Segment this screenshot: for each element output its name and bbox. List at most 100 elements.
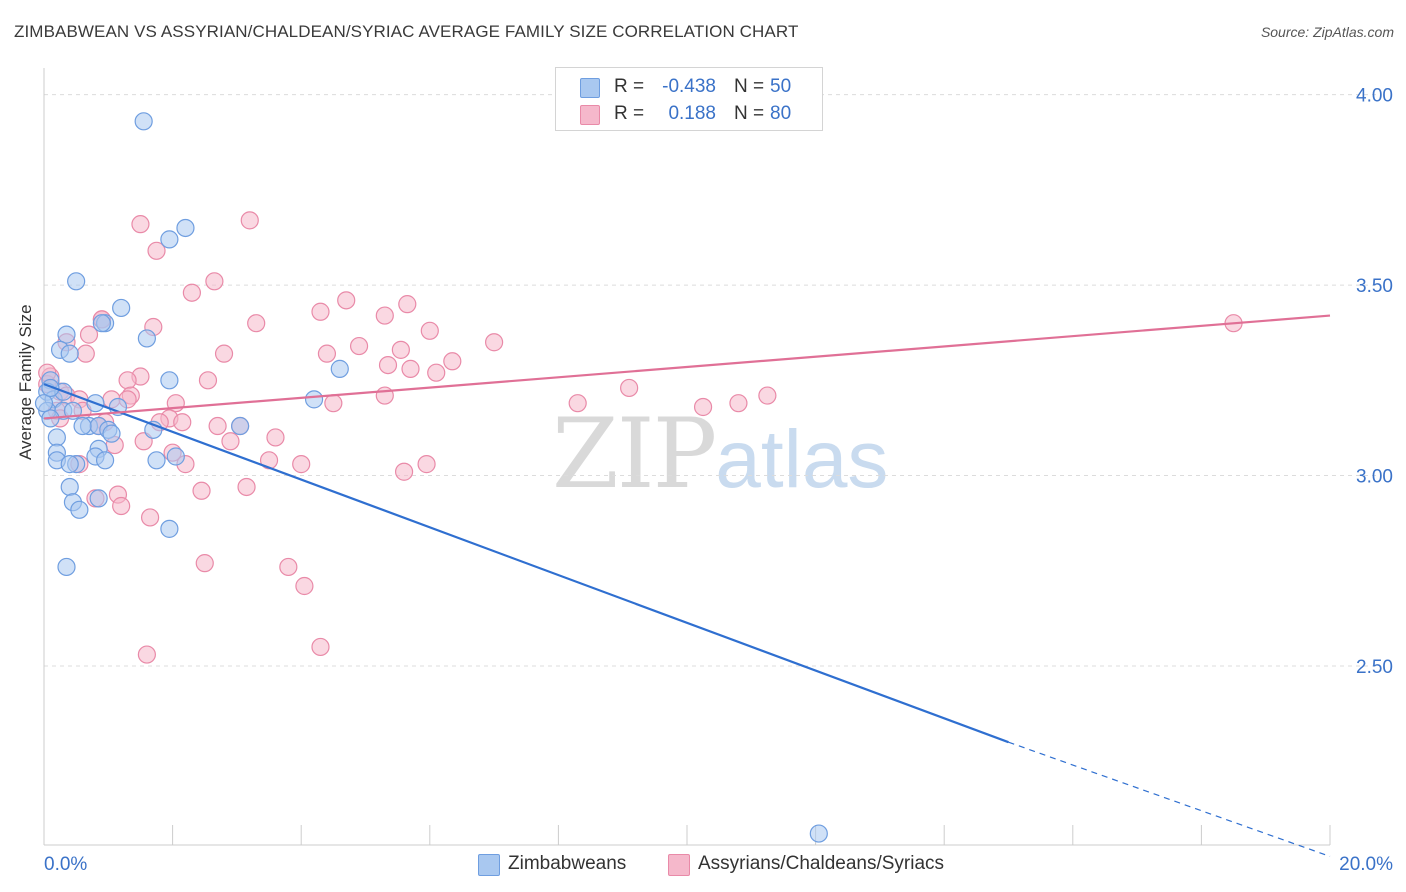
assyrian-point	[205, 272, 224, 291]
zimbabwean-point	[57, 325, 76, 344]
zimbabwean-point	[67, 272, 86, 291]
assyrian-point	[427, 363, 446, 382]
correlation-legend: R = -0.438 N = 50 R = 0.188 N = 80	[555, 67, 823, 131]
assyrian-point	[443, 352, 462, 371]
assyrian-trend-line	[43, 314, 1331, 420]
assyrian-point	[349, 336, 369, 356]
legend-row-assyrians: R = 0.188 N = 80	[556, 101, 822, 127]
zimbabwean-point	[95, 451, 115, 470]
y-tick-label: 3.50	[1356, 276, 1393, 297]
zimbabwean-point	[70, 500, 89, 519]
legend-n-value: 50	[770, 76, 792, 97]
legend-r-value: 0.188	[668, 103, 716, 124]
assyrian-point	[131, 215, 150, 234]
chart-title: ZIMBABWEAN VS ASSYRIAN/CHALDEAN/SYRIAC A…	[14, 22, 799, 41]
zimbabwean-point	[134, 112, 153, 131]
legend-r-value: -0.438	[662, 76, 716, 97]
assyrian-point	[568, 394, 587, 413]
assyrian-point	[391, 340, 410, 359]
legend-label-zimbabweans: Zimbabweans	[508, 853, 627, 874]
zimbabwean-point	[89, 489, 108, 508]
assyrian-point	[221, 432, 240, 451]
assyrian-point	[192, 481, 211, 500]
zimbabwean-point	[176, 218, 195, 238]
legend-r-label: R =	[614, 103, 645, 124]
assyrian-point	[195, 554, 214, 573]
legend-swatch-assyrians	[668, 854, 690, 876]
legend-n-label: N =	[734, 76, 765, 97]
assyrian-point	[337, 291, 356, 310]
legend-swatch-assyrians	[580, 105, 600, 125]
assyrian-point	[240, 211, 259, 230]
y-axis-label: Average Family Size	[16, 304, 35, 460]
assyrian-point	[375, 306, 394, 325]
zimbabwean-point	[60, 344, 79, 363]
zimbabwean-point	[112, 298, 131, 318]
zimbabwean-point	[60, 455, 79, 474]
zimbabwean-point	[47, 428, 66, 447]
assyrian-point	[137, 645, 156, 664]
legend-n-label: N =	[734, 103, 765, 124]
assyrian-point	[112, 496, 131, 516]
assyrian-point	[693, 397, 713, 417]
zimbabwean-point	[809, 824, 828, 843]
y-tick-label: 3.00	[1356, 467, 1393, 488]
zimbabwean-trend-line	[43, 383, 1009, 744]
assyrian-point	[214, 344, 234, 363]
zimbabwean-point	[137, 329, 156, 348]
assyrian-point	[324, 394, 343, 413]
chart-source: Source: ZipAtlas.com	[1260, 24, 1394, 40]
assyrian-point	[758, 386, 777, 405]
zimbabwean-point	[231, 416, 250, 436]
watermark-zip: ZIP	[552, 398, 717, 510]
assyrian-point	[247, 314, 266, 333]
assyrian-point	[317, 344, 337, 363]
zimbabwean-point	[160, 519, 179, 538]
assyrian-point	[729, 394, 748, 413]
zimbabwean-point	[160, 230, 179, 249]
zimbabwean-point	[166, 447, 185, 466]
assyrian-point	[208, 416, 227, 436]
assyrian-point	[79, 325, 99, 344]
assyrian-point	[292, 455, 311, 474]
zimbabwean-point	[160, 371, 179, 390]
zimbabwean-point	[34, 394, 54, 413]
assyrian-point	[398, 295, 417, 314]
zimbabwean-trend-extension	[1008, 741, 1331, 857]
assyrian-point	[182, 283, 201, 302]
assyrian-point	[295, 576, 314, 596]
y-tick-label: 4.00	[1356, 86, 1393, 107]
zimbabwean-point	[102, 424, 121, 443]
zimbabwean-point	[60, 477, 79, 497]
watermark: ZIPatlas	[552, 398, 888, 510]
assyrian-point	[173, 413, 192, 432]
y-tick-label: 2.50	[1356, 657, 1393, 678]
assyrian-point	[237, 477, 256, 497]
series-legend: Zimbabweans Assyrians/Chaldeans/Syriacs	[0, 850, 1406, 878]
x-tick-label: 0.0%	[44, 854, 87, 875]
legend-r-label: R =	[614, 76, 645, 97]
legend-swatch-zimbabweans	[580, 78, 600, 98]
assyrian-point	[401, 359, 420, 378]
watermark-atlas: atlas	[715, 414, 889, 505]
assyrian-point	[378, 355, 398, 375]
assyrian-point	[198, 371, 218, 390]
assyrian-point	[266, 428, 285, 447]
assyrian-point	[140, 508, 160, 527]
assyrian-point	[394, 462, 414, 481]
x-tick-label: 20.0%	[1339, 854, 1393, 875]
zimbabwean-point	[304, 390, 324, 409]
assyrian-point	[147, 241, 166, 260]
legend-swatch-zimbabweans	[478, 854, 500, 876]
zimbabwean-point	[330, 359, 349, 378]
assyrian-point	[118, 371, 137, 390]
assyrian-point	[311, 637, 330, 657]
legend-label-assyrians: Assyrians/Chaldeans/Syriacs	[698, 853, 945, 874]
zimbabwean-point	[73, 416, 92, 436]
assyrian-point	[485, 333, 504, 352]
zimbabwean-point	[92, 314, 111, 333]
legend-row-zimbabweans: R = -0.438 N = 50	[556, 74, 822, 100]
legend-n-value: 80	[770, 103, 792, 124]
assyrian-point	[620, 378, 639, 398]
